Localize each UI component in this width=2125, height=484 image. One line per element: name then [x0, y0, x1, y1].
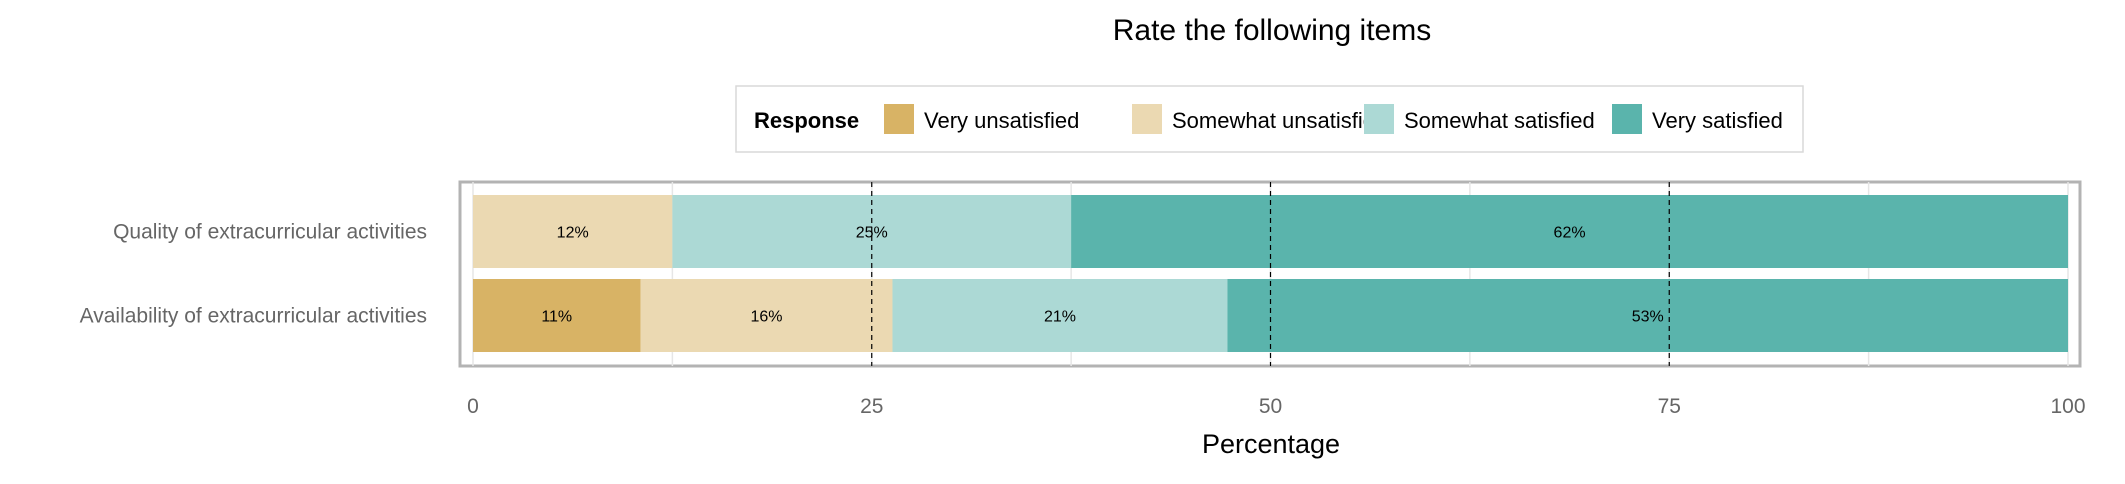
bar-value-label: 62% — [1554, 225, 1586, 242]
bar-segment — [1071, 195, 2068, 268]
x-axis-ticks: 0 25 50 75 100 — [467, 395, 2085, 418]
bar-value-label: 25% — [856, 225, 888, 242]
reference-lines — [871, 182, 1670, 366]
x-tick-label: 25 — [860, 395, 883, 418]
legend-entry-label: Somewhat satisfied — [1404, 108, 1595, 133]
legend-swatch — [1364, 104, 1394, 134]
legend-entry-label: Very satisfied — [1652, 108, 1783, 133]
category-label: Availability of extracurricular activiti… — [80, 305, 427, 328]
legend-title: Response — [754, 108, 859, 133]
legend: Response Very unsatisfied Somewhat unsati… — [735, 85, 1804, 153]
bar-value-label: 16% — [750, 309, 782, 326]
bar-value-label: 11% — [541, 309, 572, 326]
bar-segment — [473, 279, 641, 352]
bar-value-label: 12% — [557, 225, 589, 242]
x-tick-label: 50 — [1259, 395, 1282, 418]
legend-swatch — [884, 104, 914, 134]
bar-segment — [1227, 279, 2068, 352]
x-axis-label: Percentage — [1202, 429, 1340, 459]
bar-segment — [473, 195, 673, 268]
bar-labels: 12% 25% 62% 11% 16% 21% 53% — [541, 225, 1663, 326]
legend-entry-label: Very unsatisfied — [924, 108, 1079, 133]
x-tick-label: 75 — [1658, 395, 1681, 418]
y-axis-labels: Quality of extracurricular activities Ava… — [80, 221, 427, 328]
category-label: Quality of extracurricular activities — [113, 221, 427, 244]
x-tick-label: 100 — [2050, 395, 2085, 418]
legend-entry-label: Somewhat unsatisfied — [1172, 108, 1387, 133]
bar-value-label: 53% — [1632, 309, 1664, 326]
x-tick-label: 0 — [467, 395, 479, 418]
legend-swatch — [1612, 104, 1642, 134]
bar-value-label: 21% — [1044, 309, 1076, 326]
chart-title: Rate the following items — [1113, 14, 1432, 47]
legend-swatch — [1132, 104, 1162, 134]
bar-segment — [892, 279, 1228, 352]
bar-segment — [640, 279, 893, 352]
bars — [473, 195, 2068, 352]
